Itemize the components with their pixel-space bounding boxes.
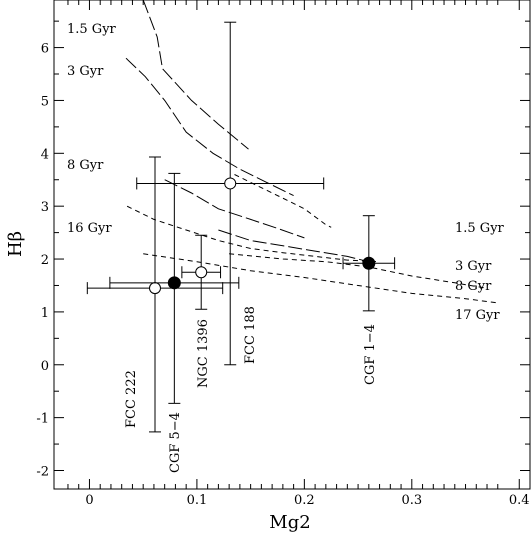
y-axis-label: Hβ [5, 231, 26, 257]
y-tick-label: 3 [41, 200, 49, 215]
filled-marker [362, 256, 376, 270]
galaxy-label-cgf1-4: CGF 1−4 [363, 324, 378, 385]
open-marker [149, 282, 162, 295]
x-tick-label: 0 [85, 493, 93, 508]
galaxy-point [86, 156, 224, 433]
model-track-short-dash [234, 174, 332, 228]
x-axis-label: Mg2 [269, 512, 310, 533]
model-track-long-dash [142, 0, 249, 150]
galaxy-point [342, 215, 396, 312]
y-tick-label: 6 [41, 42, 49, 57]
x-tick-label: 0.4 [509, 493, 530, 508]
model-track-long-dash [164, 179, 305, 239]
plot-frame [53, 0, 531, 490]
model-track-short-dash [143, 253, 498, 304]
filled-marker [167, 276, 181, 290]
age-label-right-1: 1.5 Gyr [455, 221, 505, 236]
galaxy-point [136, 21, 325, 366]
open-marker [195, 266, 208, 279]
age-label-left-4: 16 Gyr [67, 221, 112, 236]
age-label-right-2: 3 Gyr [455, 259, 492, 274]
age-label-right-4: 17 Gyr [455, 308, 500, 323]
galaxy-label-cgf5-4: CGF 5−4 [168, 412, 183, 473]
galaxy-point [181, 234, 222, 310]
y-tick-label: 5 [41, 94, 49, 109]
galaxy-label-fcc188: FCC 188 [243, 306, 258, 364]
axis-ticks: 0 0.1 0.2 0.3 0.4 -2 -1 0 1 2 3 4 5 6 [36, 0, 530, 508]
y-tick-label: -1 [36, 412, 49, 427]
y-tick-label: 0 [41, 359, 49, 374]
model-tracks [125, 0, 498, 304]
galaxy-label-ngc1396: NGC 1396 [196, 319, 211, 388]
age-label-left-2: 3 Gyr [67, 64, 104, 79]
x-tick-label: 0.3 [401, 493, 422, 508]
model-track-long-dash [218, 229, 369, 263]
model-track-short-dash [126, 205, 380, 263]
y-tick-label: 1 [41, 306, 49, 321]
model-track-short-dash [229, 253, 488, 289]
x-tick-label: 0.2 [294, 493, 315, 508]
open-marker [224, 177, 237, 190]
age-label-right-3: 8 Gyr [455, 279, 492, 294]
galaxy-points [86, 21, 396, 433]
y-tick-label: 4 [41, 147, 49, 162]
galaxy-label-fcc222: FCC 222 [124, 370, 139, 428]
y-tick-label: -2 [36, 464, 49, 479]
y-tick-label: 2 [41, 253, 49, 268]
age-label-left-1: 1.5 Gyr [67, 22, 117, 37]
galaxy-point [109, 172, 240, 404]
model-track-long-dash [125, 57, 294, 197]
age-label-left-3: 8 Gyr [67, 158, 104, 173]
x-tick-label: 0.1 [187, 493, 208, 508]
